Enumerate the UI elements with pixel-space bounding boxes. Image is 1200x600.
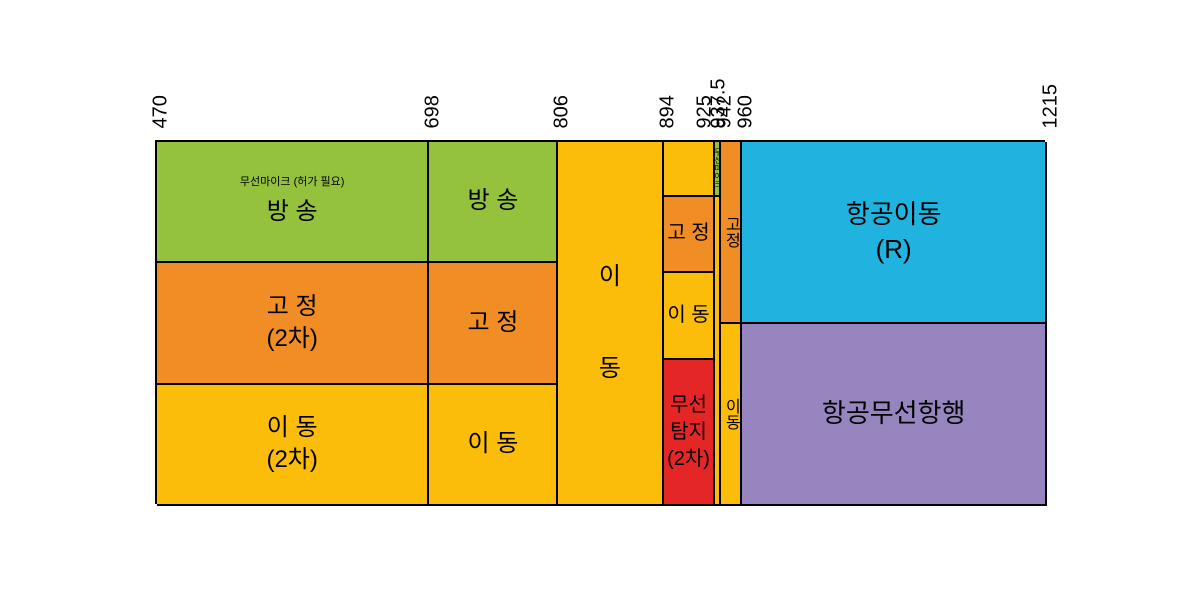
band-cell: 고 정	[664, 197, 716, 273]
cell-label: 무선탐지	[664, 392, 714, 446]
band-cell: 고정	[721, 142, 743, 324]
cell-label: 항공이동	[846, 197, 942, 232]
band-cell: 이 동	[429, 385, 558, 506]
plot-area: 무선마이크 (허가 필요)방 송방 송고 정(2차)고 정이 동(2차)이 동이…	[155, 140, 1045, 504]
x-tick: 1215	[1044, 30, 1046, 140]
spectrum-allocation-chart: 무선마이크 (허가 필요)방 송방 송고 정(2차)고 정이 동(2차)이 동이…	[0, 0, 1200, 600]
cell-superscript: 무선마이크 (허가 필요)	[240, 175, 345, 190]
cell-label: 고 정	[267, 291, 318, 323]
cell-label: 방 송	[267, 196, 318, 228]
x-tick-label: 470	[150, 95, 173, 128]
cell-label: 고 정	[467, 307, 518, 339]
cell-label: 이	[599, 261, 621, 293]
band-cell: 항공무선항행	[742, 324, 1047, 506]
x-tick-label: 960	[735, 95, 758, 128]
x-tick-label: 894	[656, 95, 679, 128]
band-cell: 이동	[721, 324, 743, 506]
x-tick-label: 698	[422, 95, 445, 128]
band-cell: 무선마이크 (허가 필요) 방 송	[157, 142, 429, 263]
cell-label: 이 동	[667, 302, 709, 329]
band-cell: 항공이동(R)	[742, 142, 1047, 324]
x-tick: 806	[555, 30, 557, 140]
band-cell: 방 송	[429, 142, 558, 263]
x-tick: 470	[154, 30, 156, 140]
cell-sublabel: 동	[599, 353, 621, 385]
cell-sublabel: (2차)	[266, 444, 317, 476]
band-cell: 무선탐지(2차)	[664, 360, 716, 506]
x-tick: 925	[698, 30, 700, 140]
band-cell: 이 동(2차)	[157, 385, 429, 506]
cell-sublabel: (R)	[876, 232, 912, 267]
cell-label: 이 동	[267, 412, 318, 444]
x-tick-label: 1215	[1040, 84, 1063, 129]
x-tick: 942	[718, 30, 720, 140]
x-tick: 698	[426, 30, 428, 140]
cell-sublabel: (2차)	[266, 323, 317, 355]
x-tick: 894	[661, 30, 663, 140]
cell-label: 방 송	[467, 185, 518, 217]
x-tick-label: 942	[713, 95, 736, 128]
band-cell: 고 정(2차)	[157, 263, 429, 384]
cell-label: 고 정	[667, 220, 709, 247]
band-cell: 이 동	[664, 273, 716, 360]
x-tick-label: 806	[551, 95, 574, 128]
cell-label: 이 동	[467, 428, 518, 460]
band-cell	[664, 142, 716, 197]
band-cell: 이동	[558, 142, 663, 506]
cell-label: 항공무선항행	[822, 396, 966, 431]
cell-label: 고정	[721, 216, 742, 248]
x-tick: 960	[739, 30, 741, 140]
cell-label: 이동	[721, 398, 742, 430]
cell-sublabel: (2차)	[667, 446, 710, 473]
band-cell: 고 정	[429, 263, 558, 384]
